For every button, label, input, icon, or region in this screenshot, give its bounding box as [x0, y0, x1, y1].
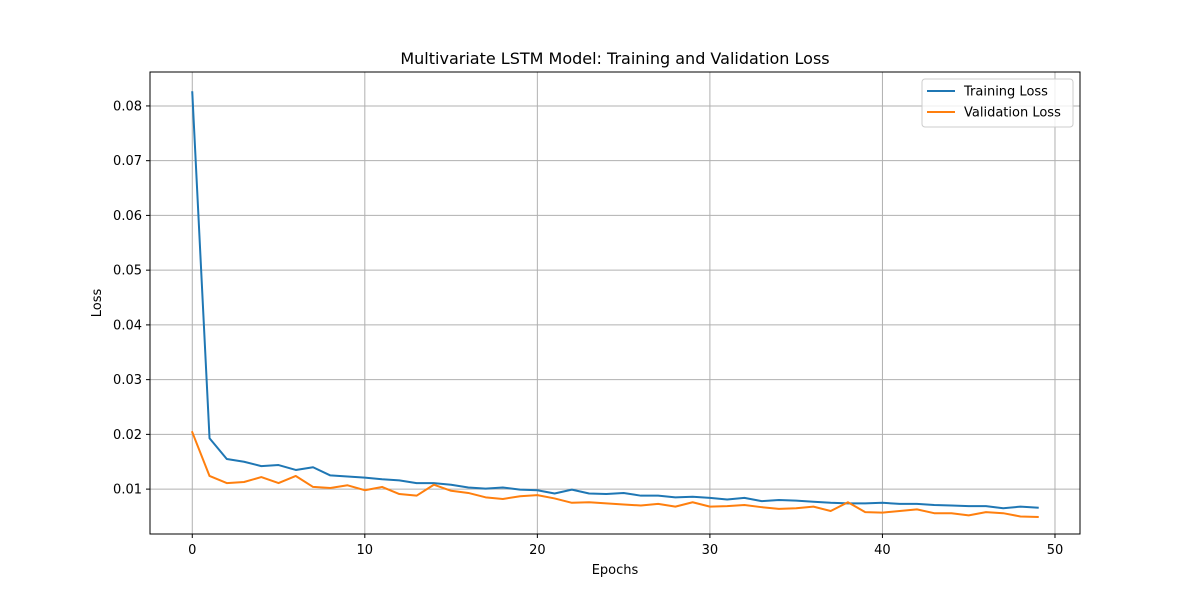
- x-tick-label: 30: [702, 543, 719, 558]
- series-line-0: [191, 91, 1039, 510]
- x-tick-label: 10: [357, 543, 374, 558]
- y-axis-label: Loss: [90, 289, 105, 318]
- y-tick-label: 0.06: [113, 209, 142, 224]
- y-tick-label: 0.08: [113, 99, 142, 114]
- x-tick-label: 0: [188, 543, 196, 558]
- y-tick-label: 0.03: [113, 373, 142, 388]
- legend: Training Loss Validation Loss: [921, 78, 1074, 128]
- y-tick-label: 0.05: [113, 264, 142, 279]
- series-line-1: [190, 430, 1039, 519]
- legend-label-1: Validation Loss: [964, 106, 1061, 121]
- y-tick-label: 0.02: [113, 428, 142, 443]
- x-axis-label: Epochs: [592, 563, 639, 578]
- x-tick-label: 40: [874, 543, 891, 558]
- y-tick-label: 0.04: [113, 318, 142, 333]
- y-tick-label: 0.01: [113, 483, 142, 498]
- legend-label-0: Training Loss: [963, 85, 1048, 100]
- chart-title: Multivariate LSTM Model: Training and Va…: [400, 49, 829, 68]
- y-tick-label: 0.07: [113, 154, 142, 169]
- x-tick-label: 20: [529, 543, 546, 558]
- plot-frame: [149, 71, 1081, 535]
- axis-ticks: 0 10 20 30 40 50 0.01 0.02 0.03 0.04 0.05 0.06 0.07 0…: [113, 99, 1063, 558]
- legend-box: [921, 78, 1074, 128]
- series-layer: [190, 91, 1039, 519]
- x-tick-label: 50: [1047, 543, 1064, 558]
- grid: [150, 72, 1080, 534]
